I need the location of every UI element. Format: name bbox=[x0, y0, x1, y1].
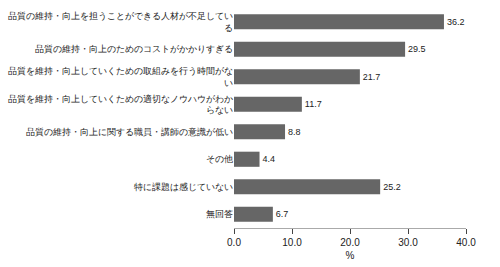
svg-text:品質を維持・向上していくための適切なノウハウがわからない: 品質を維持・向上していくための適切なノウハウがわからない bbox=[8, 94, 233, 116]
svg-text:無回答: 無回答 bbox=[206, 209, 233, 219]
svg-text:10.0: 10.0 bbox=[282, 237, 302, 248]
svg-text:29.5: 29.5 bbox=[408, 44, 426, 54]
svg-text:30.0: 30.0 bbox=[398, 237, 418, 248]
svg-text:品質を維持・向上していくための取組みを行う時間がない: 品質を維持・向上していくための取組みを行う時間がない bbox=[8, 66, 233, 88]
svg-text:その他: その他 bbox=[206, 154, 233, 164]
svg-text:21.7: 21.7 bbox=[363, 72, 381, 82]
svg-text:6.7: 6.7 bbox=[276, 209, 289, 219]
svg-text:品質の維持・向上を担うことができる人材が不足している: 品質の維持・向上を担うことができる人材が不足している bbox=[8, 11, 233, 33]
svg-text:4.4: 4.4 bbox=[263, 154, 276, 164]
svg-text:品質の維持・向上のためのコストがかかりすぎる: 品質の維持・向上のためのコストがかかりすぎる bbox=[35, 44, 233, 54]
svg-text:40.0: 40.0 bbox=[456, 237, 476, 248]
svg-text:%: % bbox=[346, 250, 355, 261]
svg-text:25.2: 25.2 bbox=[383, 182, 401, 192]
svg-text:20.0: 20.0 bbox=[340, 237, 360, 248]
svg-text:品質の維持・向上に関する職員・講師の意識が低い: 品質の維持・向上に関する職員・講師の意識が低い bbox=[26, 127, 233, 137]
svg-text:36.2: 36.2 bbox=[447, 17, 465, 27]
svg-text:11.7: 11.7 bbox=[305, 99, 322, 109]
svg-text:8.8: 8.8 bbox=[288, 127, 301, 137]
svg-text:特に課題は感じていない: 特に課題は感じていない bbox=[134, 182, 233, 192]
svg-text:0.0: 0.0 bbox=[227, 237, 241, 248]
